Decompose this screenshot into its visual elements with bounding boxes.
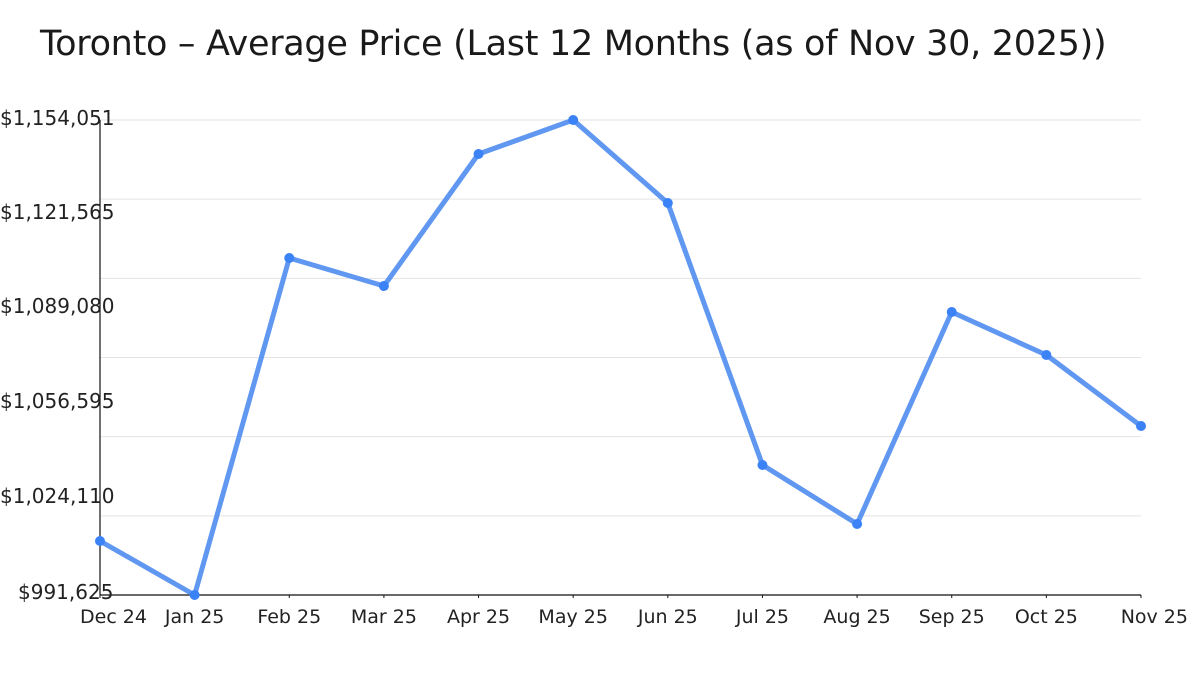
data-point-marker[interactable] bbox=[1136, 420, 1146, 431]
x-tick-label: Feb 25 bbox=[257, 606, 321, 628]
data-point-marker[interactable] bbox=[378, 280, 389, 291]
x-tick-label: Nov 25 bbox=[1121, 606, 1188, 628]
x-tick-label: Apr 25 bbox=[447, 606, 510, 628]
data-point-marker[interactable] bbox=[1041, 350, 1052, 361]
axes bbox=[99, 120, 1142, 598]
x-tick-label: Oct 25 bbox=[1015, 606, 1078, 628]
chart-title: Toronto – Average Price (Last 12 Months … bbox=[40, 24, 1107, 64]
y-tick-label: $1,024,110 bbox=[0, 484, 115, 508]
data-point-marker[interactable] bbox=[662, 197, 673, 208]
y-axis-tick-labels: $991,625 $1,024,110 $1,056,595 $1,089,080 $1… bbox=[0, 106, 115, 604]
data-point-marker[interactable] bbox=[852, 519, 863, 530]
data-point-marker[interactable] bbox=[757, 459, 768, 470]
data-point-marker[interactable] bbox=[95, 536, 105, 547]
y-tick-label: $991,625 bbox=[18, 580, 113, 604]
x-tick-label: May 25 bbox=[538, 606, 608, 628]
x-tick-label: Jul 25 bbox=[735, 606, 789, 628]
x-tick-label: Sep 25 bbox=[919, 606, 985, 628]
x-tick-label: Jun 25 bbox=[637, 606, 698, 628]
data-point-marker[interactable] bbox=[189, 590, 200, 600]
data-point-marker[interactable] bbox=[284, 253, 295, 264]
y-tick-label: $1,089,080 bbox=[0, 294, 115, 318]
x-tick-label: Aug 25 bbox=[823, 606, 890, 628]
data-point-marker[interactable] bbox=[946, 306, 957, 317]
x-tick-label: Jan 25 bbox=[164, 606, 225, 628]
price-line bbox=[97, 117, 1144, 598]
y-tick-label: $1,121,565 bbox=[0, 200, 115, 224]
data-series bbox=[95, 115, 1146, 600]
y-tick-label: $1,154,051 bbox=[0, 106, 115, 130]
data-point-marker[interactable] bbox=[473, 148, 484, 159]
x-axis-tick-labels: Dec 24 Jan 25 Feb 25 Mar 25 Apr 25 May 25 Jun … bbox=[80, 606, 1188, 628]
y-tick-label: $1,056,595 bbox=[0, 389, 115, 413]
data-point-marker[interactable] bbox=[568, 115, 579, 125]
gridlines bbox=[100, 119, 1141, 596]
x-tick-label: Mar 25 bbox=[351, 606, 417, 628]
x-tick-label: Dec 24 bbox=[80, 606, 147, 628]
